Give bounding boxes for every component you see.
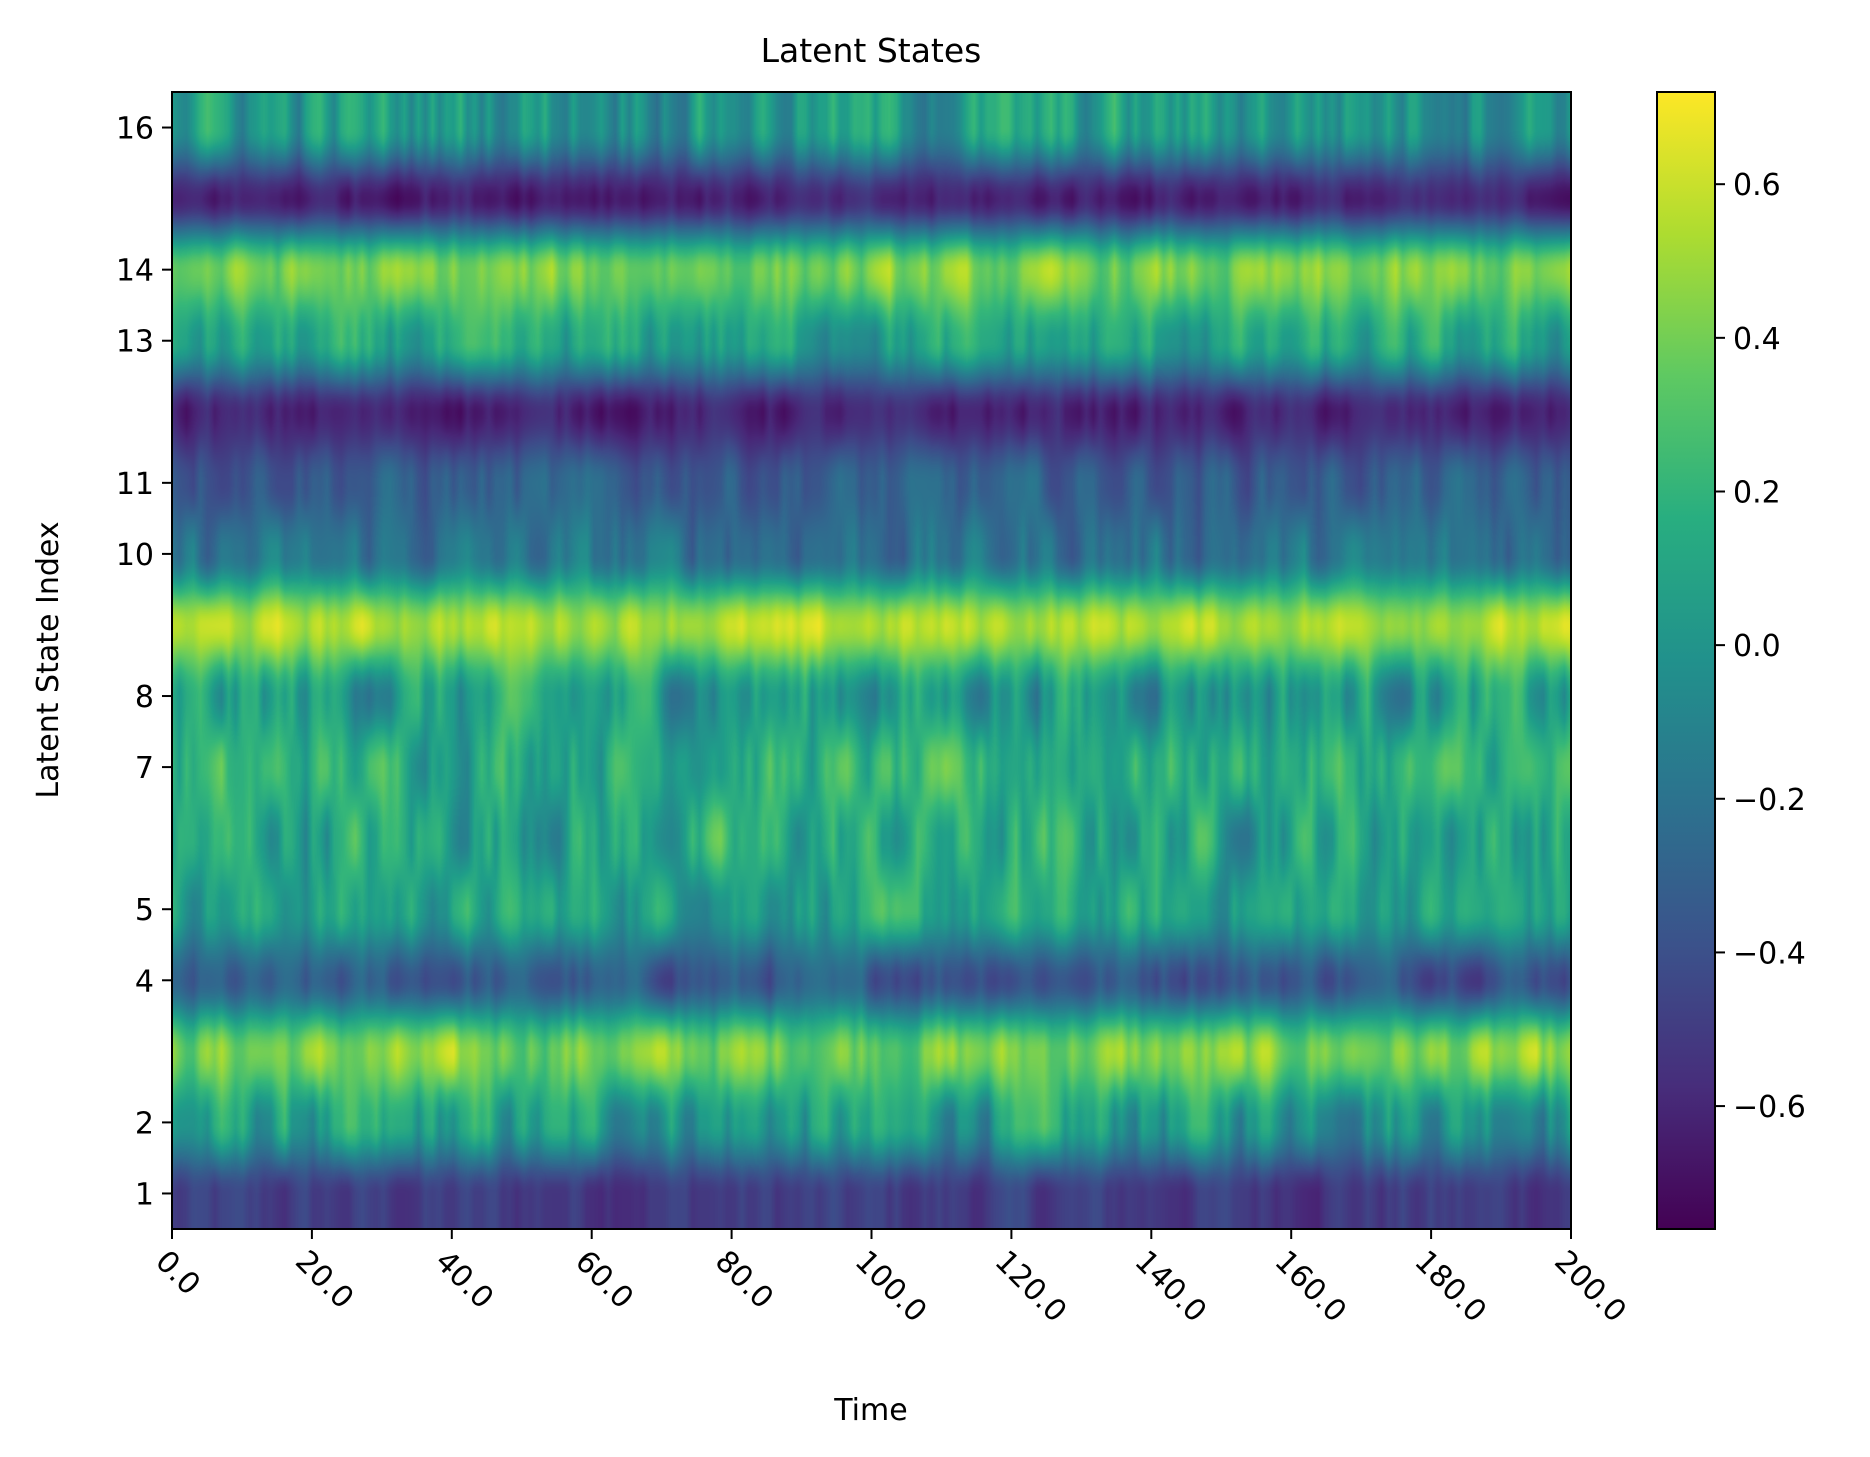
x-tick-label: 200.0 [1547, 1244, 1632, 1329]
y-tick-label: 5 [135, 893, 154, 928]
x-axis-label: Time [833, 1393, 907, 1428]
y-tick-label: 10 [116, 538, 154, 573]
x-tick-label: 180.0 [1407, 1244, 1492, 1329]
x-tick-label: 140.0 [1128, 1244, 1213, 1329]
y-axis-label: Latent State Index [31, 521, 66, 798]
colorbar-tick-label: −0.6 [1733, 1090, 1806, 1125]
y-tick-label: 7 [135, 751, 154, 786]
y-tick-label: 14 [116, 254, 154, 289]
colorbar-tick-label: −0.2 [1733, 783, 1806, 818]
x-tick-label: 120.0 [988, 1244, 1073, 1329]
colorbar-tick-label: 0.6 [1733, 168, 1781, 203]
x-axis: 0.0 20.0 40.0 60.0 80.0 100.0 120.0 140.0 160.0 1… [148, 1229, 1633, 1329]
y-tick-label: 16 [116, 112, 154, 147]
x-tick-label: 40.0 [428, 1244, 500, 1316]
colorbar [1656, 91, 1716, 1230]
x-tick-label: 60.0 [568, 1244, 640, 1316]
x-tick-label: 80.0 [708, 1244, 780, 1316]
colorbar-tick-label: 0.0 [1733, 629, 1781, 664]
chart-title: Latent States [761, 31, 982, 70]
y-tick-label: 1 [135, 1177, 154, 1212]
colorbar-tick-label: 0.2 [1733, 475, 1781, 510]
colorbar-tick-label: 0.4 [1733, 322, 1781, 357]
colorbar-axis: 0.6 0.4 0.2 0.0 −0.2 −0.4 −0.6 [1715, 168, 1806, 1125]
x-tick-label: 0.0 [148, 1244, 206, 1302]
heatmap-area [172, 92, 1571, 1229]
x-tick-label: 160.0 [1268, 1244, 1353, 1329]
y-axis: 1 2 4 5 7 8 10 11 13 14 16 [116, 112, 172, 1212]
x-tick-label: 20.0 [288, 1244, 360, 1316]
y-tick-label: 4 [135, 964, 154, 999]
y-tick-label: 2 [135, 1106, 154, 1141]
colorbar-tick-label: −0.4 [1733, 936, 1806, 971]
heatmap-image [172, 92, 1571, 1229]
y-tick-label: 11 [116, 467, 154, 502]
y-tick-label: 8 [135, 680, 154, 715]
y-tick-label: 13 [116, 325, 154, 360]
x-tick-label: 100.0 [848, 1244, 933, 1329]
